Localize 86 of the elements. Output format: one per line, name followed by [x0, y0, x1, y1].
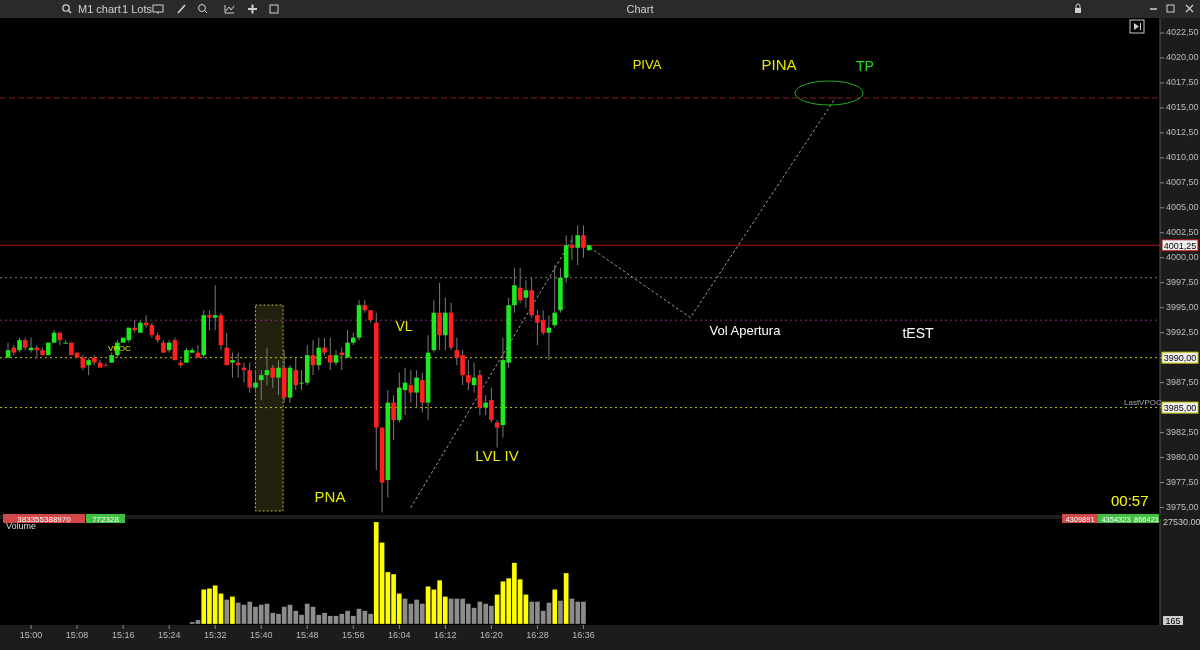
candlestick — [327, 337, 333, 371]
y-tick-label: 3992,50 — [1166, 327, 1199, 338]
candlestick — [345, 329, 350, 359]
candlestick — [466, 359, 471, 391]
candlestick — [420, 372, 425, 414]
label-box: 165 — [1163, 615, 1183, 626]
x-tick-label: 16:04 — [388, 630, 411, 640]
y-tick-label: 4022,50 — [1166, 27, 1199, 38]
candlestick — [408, 369, 414, 404]
annotation: LVL IV — [475, 447, 519, 464]
x-tick-label: 16:12 — [434, 630, 457, 640]
candlestick — [270, 364, 276, 389]
y-tick-label: 4020,00 — [1166, 52, 1199, 63]
text: 1 Lots — [122, 3, 153, 15]
x-tick-label: 15:08 — [65, 630, 89, 640]
y-tick-label: 4012,50 — [1166, 127, 1199, 138]
annotation: VL — [395, 318, 413, 334]
annotation: Vol Apertura — [709, 323, 782, 338]
ref-line-label: 4001,25 — [1163, 240, 1197, 251]
candlestick — [132, 319, 137, 334]
x-tick-label: 16:20 — [480, 630, 503, 640]
candlestick — [230, 352, 235, 379]
candlestick — [437, 282, 442, 351]
ref-line-label: 3985,00 — [1163, 403, 1197, 414]
candlestick — [339, 347, 345, 371]
text: M1 chart — [78, 3, 121, 15]
text: 27530.00 — [1163, 517, 1200, 527]
annotation: 383355388970 — [17, 514, 72, 524]
candlestick — [235, 352, 241, 379]
y-tick-label: 3980,00 — [1166, 451, 1199, 462]
x-tick-label: 15:56 — [342, 630, 365, 640]
candlestick — [253, 369, 258, 394]
candlestick — [443, 297, 448, 351]
candlestick — [581, 224, 586, 259]
annotation: PIVA — [632, 57, 662, 72]
y-tick-label: 3977,50 — [1166, 476, 1199, 487]
candlestick — [247, 362, 253, 394]
annotation: 00:57 — [1111, 492, 1149, 509]
y-tick-label: 3987,50 — [1166, 377, 1199, 388]
candlestick — [276, 359, 281, 396]
y-tick-label: 3975,00 — [1166, 501, 1199, 512]
candlestick — [483, 394, 488, 416]
y-tick-label: 4017,50 — [1166, 77, 1199, 88]
annotation: 772328 — [92, 514, 120, 524]
y-tick-label: 4000,00 — [1166, 252, 1199, 263]
annotation: PINA — [761, 56, 797, 73]
x-tick-label: 15:16 — [111, 630, 135, 640]
candlestick — [5, 342, 11, 359]
x-tick-label: 15:32 — [203, 630, 227, 640]
y-tick-label: 4002,50 — [1166, 227, 1199, 238]
x-tick-label: 15:24 — [157, 630, 181, 640]
candlestick — [293, 357, 299, 391]
candlestick — [575, 224, 580, 266]
candlestick — [489, 387, 494, 424]
label-box: 383355388970 — [3, 514, 85, 524]
candlestick — [523, 279, 529, 309]
y-tick-label: 4010,00 — [1166, 152, 1199, 163]
annotation: LastVPOC — [1124, 398, 1163, 407]
annotation: TP — [856, 58, 874, 74]
y-tick-label: 4015,00 — [1166, 102, 1199, 113]
candlestick — [316, 337, 322, 371]
candlestick — [569, 234, 575, 261]
annotation: PNA — [314, 488, 346, 505]
candlestick — [224, 332, 230, 366]
candlestick — [212, 284, 218, 331]
candlestick — [299, 369, 304, 391]
chart-title: Volume — [6, 521, 37, 531]
y-tick-label: 3982,50 — [1166, 426, 1199, 437]
candlestick — [258, 369, 264, 401]
chart-title: Chart — [626, 3, 654, 15]
x-tick-label: 16:36 — [572, 630, 595, 640]
annotation: tEST — [902, 325, 934, 341]
x-tick-label: 15:40 — [249, 630, 273, 640]
y-tick-label: 3997,50 — [1166, 277, 1199, 288]
x-tick-label: 15:48 — [296, 630, 319, 640]
ref-line-label: 3990,00 — [1163, 353, 1197, 364]
candlestick — [333, 349, 339, 366]
y-tick-label: 4007,50 — [1166, 177, 1199, 188]
label-box: 772328 — [86, 514, 125, 524]
candlestick — [207, 309, 212, 331]
x-tick-label: 16:28 — [526, 630, 549, 640]
candlestick — [414, 369, 419, 409]
candlestick — [391, 394, 396, 441]
y-tick-label: 3995,00 — [1166, 302, 1199, 313]
y-tick-label: 4005,00 — [1166, 202, 1199, 213]
x-tick-label: 15:00 — [19, 630, 43, 640]
